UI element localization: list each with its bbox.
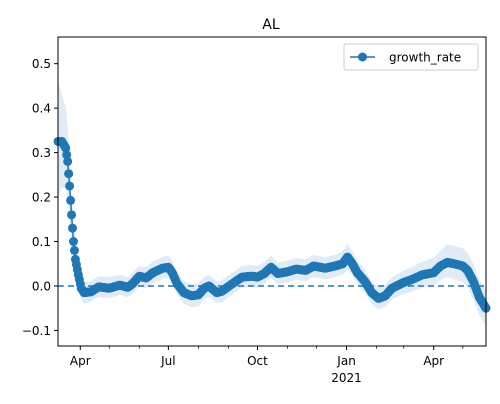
data-point: [62, 150, 72, 160]
data-point: [66, 195, 76, 205]
y-tick-label: 0.1: [32, 235, 51, 249]
data-point: [68, 237, 78, 247]
chart-title: AL: [262, 17, 280, 33]
series-layer: [53, 136, 491, 313]
x-tick-year-label: 2021: [331, 371, 362, 385]
data-point: [67, 210, 77, 220]
data-point: [68, 223, 78, 233]
x-tick-label: Oct: [247, 354, 268, 368]
legend-entry-growth-rate: growth_rate: [389, 51, 461, 65]
legend-box: [343, 43, 479, 71]
legend: growth_rate: [343, 43, 479, 71]
data-point: [61, 143, 71, 153]
y-tick-label: 0.2: [32, 191, 51, 205]
data-point: [64, 169, 74, 179]
x-axis: Apr Jul Oct Jan 2021 Apr: [70, 346, 464, 385]
data-point: [65, 181, 75, 191]
y-tick-label: 0.3: [32, 146, 51, 160]
data-point: [69, 245, 79, 255]
y-tick-label: 0.5: [32, 57, 51, 71]
y-axis: −0.1 0.0 0.1 0.2 0.3 0.4 0.5: [22, 57, 58, 338]
x-tick-label: Jan: [336, 354, 356, 368]
y-tick-label: 0.0: [32, 279, 51, 293]
y-tick-label: −0.1: [22, 324, 51, 338]
plot-area-frame: [57, 36, 487, 347]
x-tick-label: Apr: [423, 354, 444, 368]
x-tick-label: Jul: [160, 354, 175, 368]
y-tick-label: 0.4: [32, 102, 51, 116]
x-tick-label: Apr: [70, 354, 91, 368]
data-point: [63, 156, 73, 166]
legend-circle-marker: [358, 52, 367, 62]
